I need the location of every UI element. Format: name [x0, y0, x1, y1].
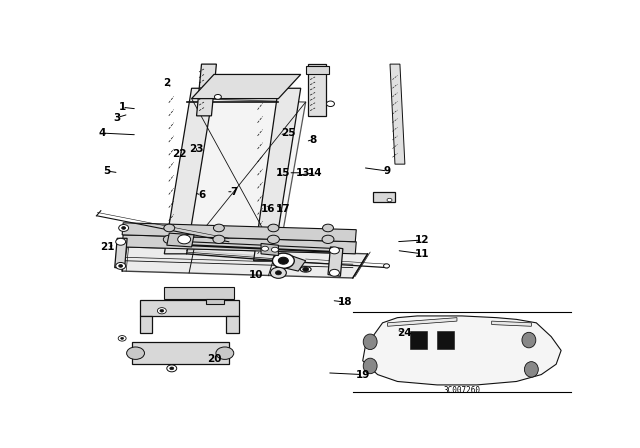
- Ellipse shape: [364, 334, 377, 349]
- Polygon shape: [187, 99, 306, 257]
- Circle shape: [262, 246, 269, 251]
- Circle shape: [303, 267, 308, 271]
- Circle shape: [278, 257, 288, 264]
- Text: 10: 10: [249, 270, 263, 280]
- Circle shape: [326, 101, 335, 107]
- Circle shape: [271, 247, 278, 252]
- Polygon shape: [196, 64, 216, 116]
- Bar: [306, 66, 330, 74]
- Polygon shape: [437, 332, 454, 349]
- Circle shape: [170, 367, 173, 370]
- Circle shape: [116, 263, 125, 269]
- Circle shape: [275, 271, 282, 275]
- Polygon shape: [122, 223, 356, 242]
- Text: 5: 5: [104, 166, 111, 176]
- Text: 8: 8: [310, 135, 317, 145]
- Polygon shape: [132, 342, 229, 364]
- Circle shape: [178, 235, 191, 244]
- Circle shape: [383, 264, 390, 268]
- Polygon shape: [388, 318, 457, 326]
- Polygon shape: [363, 316, 561, 385]
- Ellipse shape: [522, 332, 536, 348]
- Polygon shape: [115, 238, 127, 267]
- Polygon shape: [261, 244, 278, 255]
- Text: 3: 3: [113, 112, 121, 123]
- Polygon shape: [390, 64, 405, 164]
- Polygon shape: [164, 287, 234, 299]
- Text: 14: 14: [308, 168, 323, 178]
- Text: 12: 12: [415, 235, 429, 245]
- Circle shape: [330, 269, 339, 276]
- Polygon shape: [308, 64, 326, 116]
- Text: 25: 25: [281, 128, 296, 138]
- Circle shape: [216, 347, 234, 359]
- Circle shape: [160, 310, 164, 312]
- Circle shape: [164, 224, 175, 232]
- Text: 3C007260: 3C007260: [444, 386, 481, 395]
- Polygon shape: [122, 235, 356, 254]
- Circle shape: [268, 224, 279, 232]
- Polygon shape: [140, 301, 239, 316]
- Text: 13: 13: [296, 168, 310, 178]
- Circle shape: [323, 224, 333, 232]
- Text: 18: 18: [338, 297, 353, 307]
- Text: 20: 20: [207, 354, 221, 364]
- Circle shape: [273, 253, 294, 268]
- Circle shape: [213, 235, 225, 244]
- Circle shape: [118, 264, 123, 267]
- Ellipse shape: [524, 362, 538, 377]
- Circle shape: [167, 365, 177, 372]
- Circle shape: [163, 235, 175, 244]
- Circle shape: [322, 235, 334, 244]
- Polygon shape: [140, 316, 152, 333]
- Polygon shape: [410, 332, 428, 349]
- Text: 16: 16: [261, 204, 276, 214]
- Circle shape: [214, 95, 221, 99]
- Circle shape: [387, 198, 392, 202]
- Text: 9: 9: [384, 166, 391, 176]
- Text: 11: 11: [415, 249, 429, 259]
- Polygon shape: [207, 299, 224, 304]
- Polygon shape: [328, 247, 343, 276]
- Polygon shape: [122, 247, 367, 278]
- Circle shape: [127, 347, 145, 359]
- Text: 2: 2: [163, 78, 170, 88]
- Circle shape: [213, 224, 225, 232]
- Text: 24: 24: [397, 328, 412, 338]
- Text: 19: 19: [356, 370, 370, 379]
- Polygon shape: [372, 192, 395, 202]
- Circle shape: [121, 337, 124, 340]
- Ellipse shape: [300, 267, 311, 272]
- Circle shape: [122, 227, 125, 229]
- Circle shape: [330, 247, 339, 254]
- Text: 23: 23: [189, 144, 204, 154]
- Text: 17: 17: [276, 204, 291, 214]
- Circle shape: [116, 238, 125, 245]
- Text: 4: 4: [99, 128, 106, 138]
- Text: 6: 6: [198, 190, 205, 200]
- Text: 21: 21: [100, 242, 115, 252]
- Circle shape: [118, 336, 126, 341]
- Circle shape: [157, 308, 166, 314]
- Polygon shape: [164, 88, 214, 254]
- Circle shape: [118, 224, 129, 232]
- Text: 7: 7: [230, 187, 237, 197]
- Polygon shape: [492, 321, 531, 326]
- Polygon shape: [167, 233, 194, 247]
- Polygon shape: [253, 88, 301, 261]
- Text: 22: 22: [172, 149, 186, 159]
- Polygon shape: [191, 74, 301, 99]
- Text: 15: 15: [276, 168, 291, 178]
- Polygon shape: [227, 316, 239, 333]
- Text: 1: 1: [118, 102, 126, 112]
- Circle shape: [271, 267, 286, 278]
- Polygon shape: [284, 255, 306, 271]
- Ellipse shape: [364, 358, 377, 374]
- Circle shape: [268, 235, 280, 244]
